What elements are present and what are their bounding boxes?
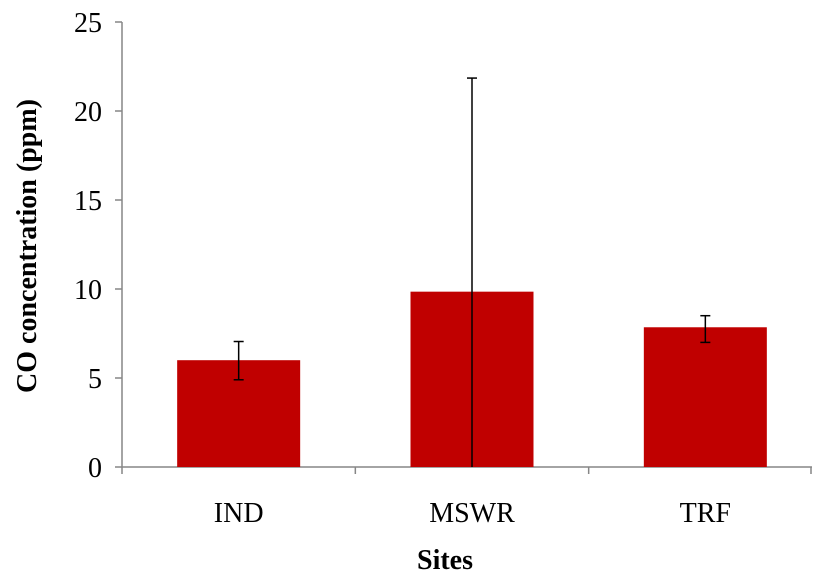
x-tick-label: IND	[214, 498, 264, 529]
y-tick-label: 0	[88, 453, 102, 484]
y-tick-label: 20	[74, 97, 102, 128]
y-tick-label: 25	[74, 8, 102, 39]
x-axis-title: Sites	[417, 545, 473, 573]
y-axis-title: CO concentration (ppm)	[12, 99, 43, 393]
bar-trf	[643, 327, 767, 467]
y-tick-label: 15	[74, 186, 102, 217]
x-tick-label: TRF	[680, 498, 731, 529]
y-tick-label: 5	[88, 364, 102, 395]
y-axis: 0 5 10 15 20 25	[74, 8, 123, 484]
x-axis: IND MSWR TRF	[121, 466, 812, 529]
error-bars	[233, 77, 711, 467]
y-tick-label: 10	[74, 275, 102, 306]
x-tick-label: MSWR	[429, 498, 515, 529]
